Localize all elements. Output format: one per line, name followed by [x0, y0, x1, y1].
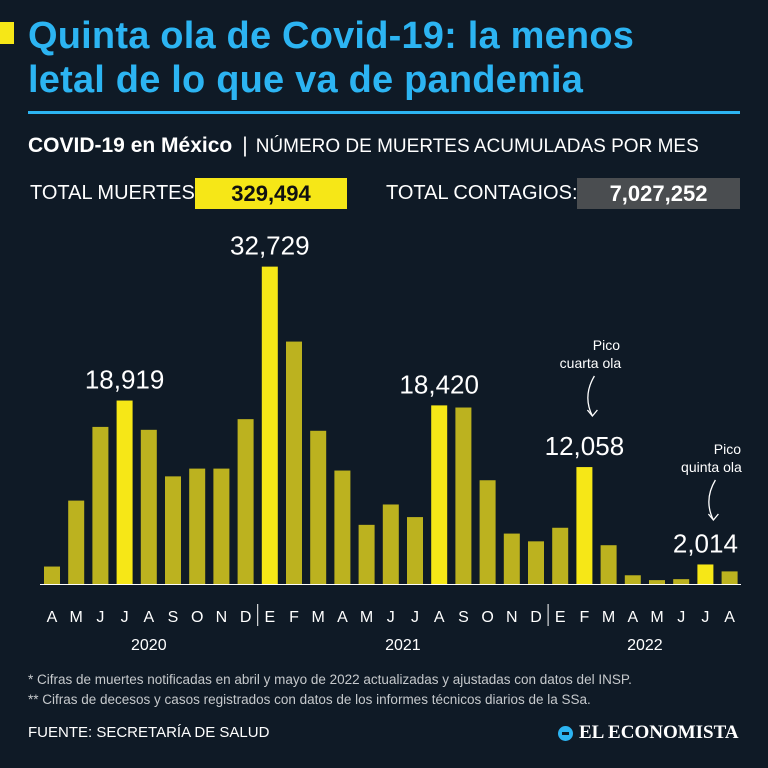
- month-label-28: J: [701, 609, 709, 626]
- month-label-17: A: [434, 609, 445, 626]
- month-label-2: M: [70, 609, 83, 626]
- bar-4: [116, 400, 133, 584]
- source-text: FUENTE: SECRETARÍA DE SALUD: [28, 724, 270, 741]
- month-label-20: N: [506, 609, 518, 626]
- annotation-1-arrow: [587, 375, 595, 417]
- bar-13: [334, 470, 351, 584]
- chart-subtitle: COVID-19 en México | NÚMERO DE MUERTES ACU…: [28, 134, 699, 158]
- month-label-27: J: [677, 609, 685, 626]
- bar-7: [189, 468, 206, 584]
- month-label-1: A: [47, 609, 58, 626]
- subtitle-separator: |: [242, 134, 248, 157]
- bar-9: [237, 419, 254, 584]
- month-label-5: A: [143, 609, 154, 626]
- value-label-18420: 18,420: [399, 369, 479, 399]
- month-label-3: J: [96, 609, 104, 626]
- footnote-1: * Cifras de muertes notificadas en abril…: [28, 672, 632, 687]
- month-label-15: J: [387, 609, 395, 626]
- month-label-6: S: [168, 609, 179, 626]
- accent-bar: [0, 22, 14, 44]
- month-label-4: J: [121, 609, 129, 626]
- bar-19: [479, 480, 496, 584]
- month-label-19: O: [481, 609, 493, 626]
- brand-name: EL ECONOMISTA: [579, 722, 739, 743]
- year-label-2021: 2021: [385, 637, 421, 654]
- bar-1: [44, 566, 60, 584]
- subtitle-topic: COVID-19 en México: [28, 134, 233, 157]
- value-label-18919: 18,919: [85, 365, 165, 395]
- subtitle-description: NÚMERO DE MUERTES ACUMULADAS POR MES: [255, 136, 699, 157]
- month-label-14: M: [360, 609, 373, 626]
- month-label-16: J: [411, 609, 419, 626]
- annotation-1-arrowhead: [586, 409, 598, 418]
- annotation-1-line-2: cuarta ola: [560, 355, 622, 371]
- brand-logo: EL ECONOMISTA: [558, 722, 739, 744]
- annotation-2-line-1: Pico: [714, 441, 741, 457]
- value-label-2014: 2,014: [673, 528, 738, 558]
- annotation-1-line-1: Pico: [593, 337, 620, 353]
- month-label-22: E: [555, 609, 566, 626]
- total-cases-label: TOTAL CONTAGIOS:: [386, 182, 578, 204]
- bar-18: [455, 407, 472, 584]
- year-label-2022: 2022: [627, 637, 663, 654]
- bar-11: [286, 341, 302, 584]
- total-cases-value: 7,027,252: [577, 178, 740, 209]
- annotation-2-line-2: quinta ola: [681, 459, 742, 475]
- month-label-10: E: [264, 609, 275, 626]
- month-label-24: M: [602, 609, 615, 626]
- month-label-25: A: [627, 609, 638, 626]
- value-label-12058: 12,058: [545, 431, 625, 461]
- month-label-18: S: [458, 609, 469, 626]
- bar-28: [697, 564, 714, 584]
- month-label-7: O: [191, 609, 203, 626]
- month-label-26: M: [650, 609, 663, 626]
- title-divider: [28, 111, 740, 114]
- bar-12: [310, 430, 327, 584]
- bar-25: [624, 575, 641, 584]
- bar-22: [552, 527, 569, 584]
- bar-21: [528, 541, 544, 584]
- month-label-29: A: [724, 609, 735, 626]
- bar-14: [358, 524, 375, 584]
- bar-8: [213, 468, 230, 584]
- month-label-11: F: [289, 609, 299, 626]
- footnote-2: ** Cifras de decesos y casos registrados…: [28, 692, 591, 707]
- total-deaths-label: TOTAL MUERTES:: [30, 182, 201, 204]
- month-label-8: N: [216, 609, 228, 626]
- total-deaths-value: 329,494: [195, 178, 347, 209]
- page-title: Quinta ola de Covid-19: la menos letal d…: [28, 14, 748, 102]
- bar-15: [382, 504, 399, 584]
- bar-16: [407, 517, 423, 584]
- value-label-32729: 32,729: [230, 231, 310, 261]
- bar-3: [92, 426, 109, 584]
- bar-6: [165, 476, 181, 584]
- bar-24: [600, 545, 617, 584]
- bar-20: [503, 533, 520, 584]
- bar-29: [721, 571, 738, 584]
- month-label-12: M: [312, 609, 325, 626]
- brand-icon: [558, 725, 573, 741]
- year-label-2020: 2020: [131, 637, 167, 654]
- title-line-1: Quinta ola de Covid-19: la menos: [28, 15, 635, 57]
- bar-26: [649, 580, 665, 584]
- month-label-23: F: [580, 609, 590, 626]
- bar-23: [576, 467, 593, 584]
- bar-5: [140, 429, 157, 584]
- month-label-21: D: [530, 609, 542, 626]
- bar-10: [261, 266, 278, 584]
- bar-2: [68, 500, 85, 584]
- bar-27: [673, 579, 690, 584]
- month-label-13: A: [337, 609, 348, 626]
- title-line-2: letal de lo que va de pandemia: [28, 59, 584, 101]
- annotation-2-arrowhead: [707, 513, 719, 522]
- annotation-2-arrow: [708, 479, 716, 521]
- month-label-9: D: [240, 609, 252, 626]
- bar-17: [431, 405, 448, 584]
